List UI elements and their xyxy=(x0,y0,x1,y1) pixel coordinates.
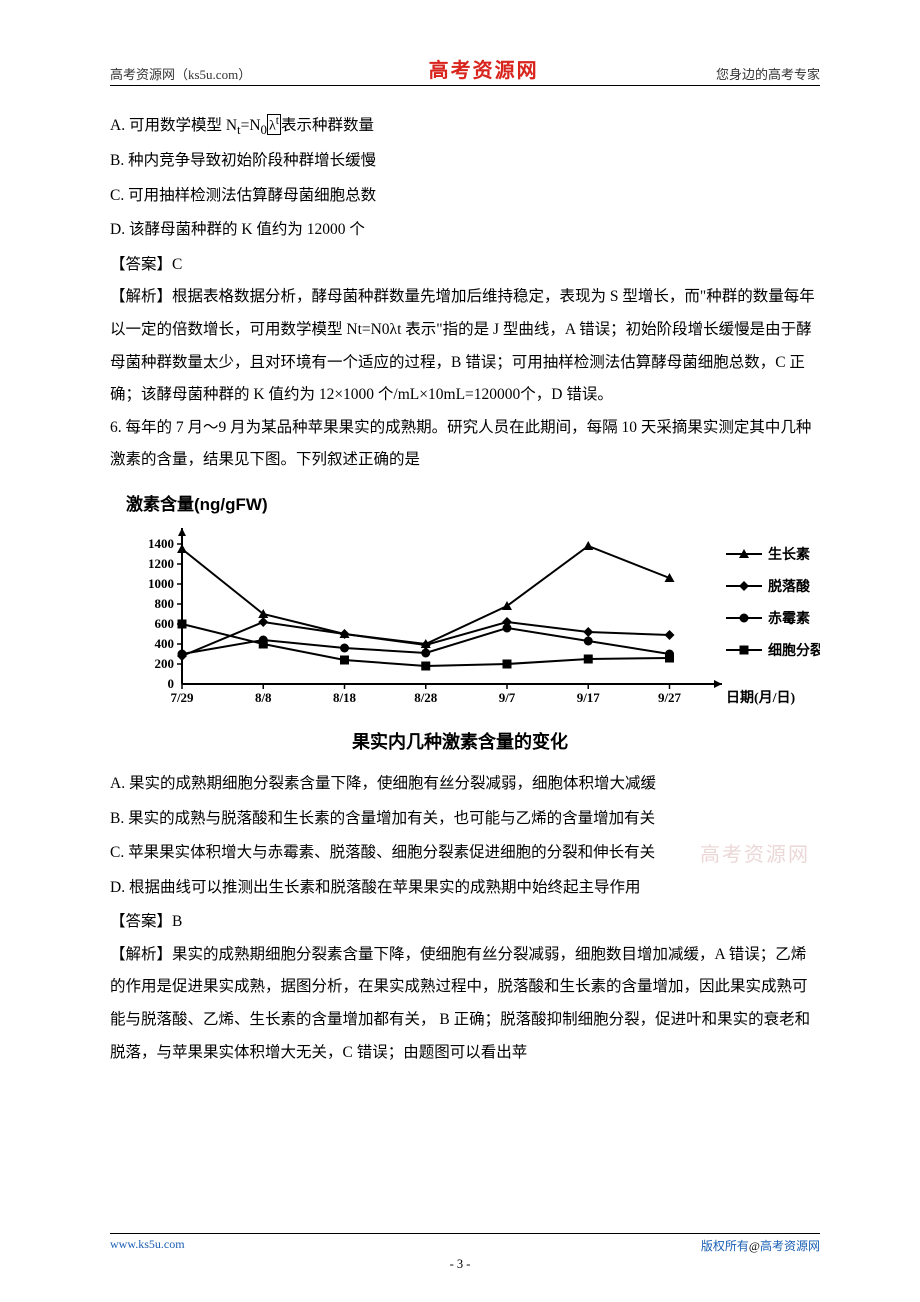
svg-text:1200: 1200 xyxy=(148,556,174,571)
header-logo-text: 高考资源网 xyxy=(429,54,539,83)
q6-option-a: A. 果实的成熟期细胞分裂素含量下降，使细胞有丝分裂减弱，细胞体积增大减缓 xyxy=(110,768,820,801)
chart-svg: 200 400 600 800 1000 1200 1400 07/29 8/8 8/18 8/28… xyxy=(120,524,820,722)
svg-text:0: 0 xyxy=(168,676,175,691)
page-footer: www.ks5u.com 版权所有@高考资源网 xyxy=(110,1233,820,1254)
svg-text:400: 400 xyxy=(155,636,175,651)
svg-text:日期(月/日): 日期(月/日) xyxy=(726,690,796,706)
footer-copyright: 版权所有@高考资源网 xyxy=(701,1237,820,1254)
q6-option-b: B. 果实的成熟与脱落酸和生长素的含量增加有关，也可能与乙烯的含量增加有关 xyxy=(110,803,820,836)
svg-text:细胞分裂素: 细胞分裂素 xyxy=(768,642,820,659)
header-left: 高考资源网（ks5u.com） xyxy=(110,64,251,83)
footer-url: www.ks5u.com xyxy=(110,1237,185,1254)
svg-text:9/27: 9/27 xyxy=(658,690,682,705)
svg-text:800: 800 xyxy=(155,596,175,611)
q5-answer: 【答案】C xyxy=(110,249,820,282)
q6-answer: 【答案】B xyxy=(110,906,820,939)
q5-option-b: B. 种内竞争导致初始阶段种群增长缓慢 xyxy=(110,145,820,178)
q5-option-a: A. 可用数学模型 Nt=N0λt表示种群数量 xyxy=(110,110,820,143)
page-header: 高考资源网（ks5u.com） 高考资源网 您身边的高考专家 xyxy=(110,54,820,86)
svg-text:9/7: 9/7 xyxy=(499,690,516,705)
svg-text:脱落酸: 脱落酸 xyxy=(768,578,811,595)
header-right: 您身边的高考专家 xyxy=(716,64,820,83)
svg-text:7/29: 7/29 xyxy=(170,690,194,705)
svg-text:600: 600 xyxy=(155,616,175,631)
svg-text:8/8: 8/8 xyxy=(255,690,272,705)
lambda-box: λt xyxy=(267,114,281,135)
q6-option-d: D. 根据曲线可以推测出生长素和脱落酸在苹果果实的成熟期中始终起主导作用 xyxy=(110,872,820,905)
chart-caption: 果实内几种激素含量的变化 xyxy=(180,724,740,762)
q5-option-d: D. 该酵母菌种群的 K 值约为 12000 个 xyxy=(110,214,820,247)
svg-text:200: 200 xyxy=(155,656,175,671)
svg-text:1000: 1000 xyxy=(148,576,174,591)
q6-stem: 6. 每年的 7 月～9 月为某品种苹果果实的成熟期。研究人员在此期间，每隔 1… xyxy=(110,412,820,477)
svg-text:8/28: 8/28 xyxy=(414,690,438,705)
svg-text:9/17: 9/17 xyxy=(577,690,601,705)
svg-text:赤霉素: 赤霉素 xyxy=(768,610,810,627)
svg-text:生长素: 生长素 xyxy=(768,546,810,563)
q5-explanation: 【解析】根据表格数据分析，酵母菌种群数量先增加后维持稳定，表现为 S 型增长，而… xyxy=(110,281,820,411)
hormone-chart: 激素含量(ng/gFW) 200 400 600 800 1000 1200 1400 07/… xyxy=(120,487,820,762)
q6-option-c: C. 苹果果实体积增大与赤霉素、脱落酸、细胞分裂素促进细胞的分裂和伸长有关 xyxy=(110,837,820,870)
svg-text:1400: 1400 xyxy=(148,536,174,551)
chart-y-title: 激素含量(ng/gFW) xyxy=(126,487,820,523)
content: A. 可用数学模型 Nt=N0λt表示种群数量 B. 种内竞争导致初始阶段种群增… xyxy=(110,110,820,1069)
q6-explanation: 【解析】果实的成熟期细胞分裂素含量下降，使细胞有丝分裂减弱，细胞数目增加减缓，A… xyxy=(110,939,820,1069)
page-number: - 3 - xyxy=(0,1257,920,1272)
q5-option-c: C. 可用抽样检测法估算酵母菌细胞总数 xyxy=(110,180,820,213)
svg-text:8/18: 8/18 xyxy=(333,690,357,705)
